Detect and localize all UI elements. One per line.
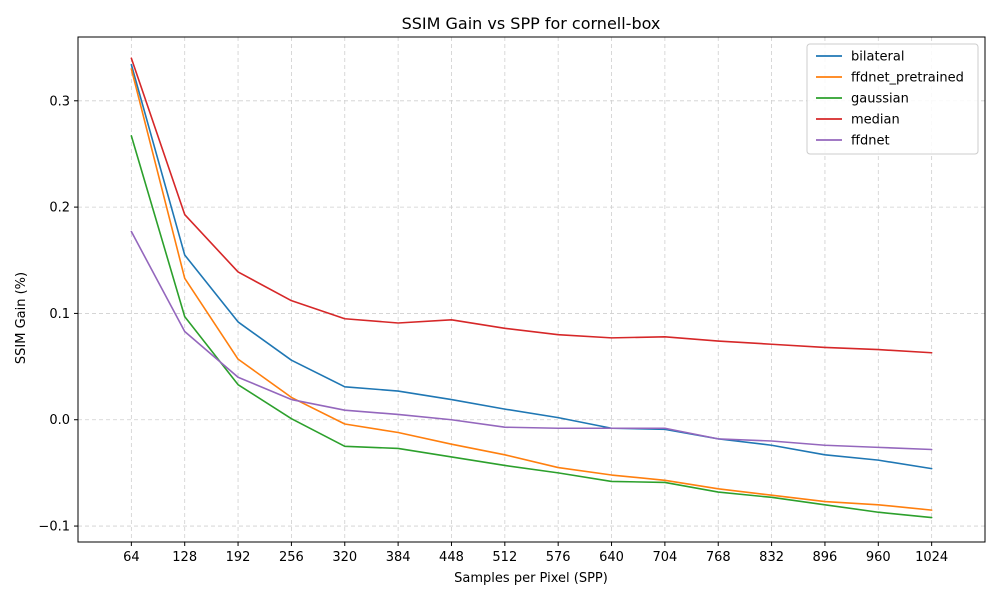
legend-label-ffdnet-pretrained: ffdnet_pretrained	[851, 71, 964, 86]
x-tick-label: 384	[386, 550, 411, 565]
x-tick-label: 640	[599, 550, 624, 565]
x-tick-label: 576	[546, 550, 571, 565]
series-line-gaussian	[130, 135, 933, 519]
series-line-median	[130, 57, 933, 354]
tick-layer: 64 128 192 256 320 384 448 512 576 640 704 768 832 89…	[38, 94, 948, 565]
x-tick-label: 320	[332, 550, 357, 565]
x-tick-label: 256	[279, 550, 304, 565]
legend: bilateral ffdnet_pretrained gaussian median…	[806, 43, 979, 155]
x-tick-label: 832	[759, 550, 784, 565]
legend-box	[806, 43, 979, 155]
x-tick-label: 1024	[915, 550, 948, 565]
x-tick-label: 128	[172, 550, 197, 565]
x-tick-label: 960	[866, 550, 891, 565]
grid-layer	[78, 37, 985, 542]
x-tick-label: 64	[123, 550, 140, 565]
chart-title: SSIM Gain vs SPP for cornell-box	[402, 14, 661, 33]
series-layer	[130, 57, 933, 519]
series-line-ffdnet	[130, 230, 933, 451]
legend-label-gaussian: gaussian	[851, 92, 909, 107]
x-tick-label: 704	[652, 550, 677, 565]
series-line-bilateral	[130, 63, 933, 470]
y-axis-label: SSIM Gain (%)	[14, 272, 29, 364]
y-tick-label: 0.0	[49, 413, 70, 428]
y-tick-label: 0.1	[49, 307, 70, 322]
x-tick-label: 768	[706, 550, 731, 565]
series-line-ffdnet-pretrained	[130, 68, 933, 511]
x-tick-label: 896	[813, 550, 838, 565]
legend-label-median: median	[851, 113, 900, 128]
x-tick-label: 512	[492, 550, 517, 565]
x-tick-label: 448	[439, 550, 464, 565]
legend-label-ffdnet: ffdnet	[851, 134, 890, 149]
legend-label-bilateral: bilateral	[851, 50, 904, 65]
x-tick-label: 192	[226, 550, 251, 565]
y-tick-label: 0.3	[49, 94, 70, 109]
x-axis-label: Samples per Pixel (SPP)	[454, 571, 608, 586]
y-tick-label: −0.1	[38, 520, 70, 535]
plot-area-frame	[77, 36, 986, 543]
y-tick-label: 0.2	[49, 201, 70, 216]
